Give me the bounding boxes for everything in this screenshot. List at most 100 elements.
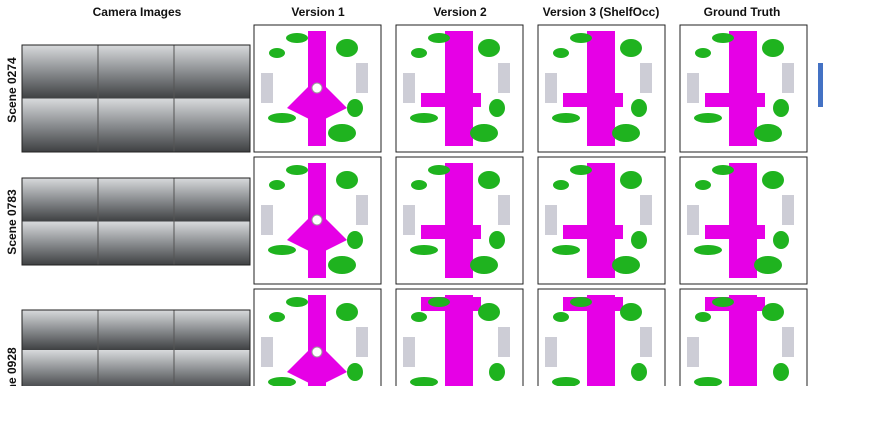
building	[498, 63, 510, 93]
vegetation	[694, 377, 722, 386]
camera-frame	[21, 44, 251, 153]
vegetation	[773, 231, 789, 249]
building	[640, 63, 652, 93]
vegetation	[773, 99, 789, 117]
vegetation	[269, 48, 285, 58]
camera-bottom	[22, 350, 250, 386]
column-header: Ground Truth	[704, 5, 781, 19]
vegetation	[410, 113, 438, 123]
vegetation	[553, 312, 569, 322]
camera-bottom	[22, 98, 250, 152]
building	[640, 195, 652, 225]
vegetation	[712, 33, 734, 43]
camera-image	[21, 44, 251, 153]
vegetation	[552, 113, 580, 123]
vegetation	[286, 297, 308, 307]
vegetation	[336, 39, 358, 57]
column-header: Camera Images	[93, 5, 182, 19]
vegetation	[489, 99, 505, 117]
vegetation	[762, 39, 784, 57]
building	[498, 327, 510, 357]
column-header: Version 1	[291, 5, 345, 19]
scroll-marker	[818, 63, 823, 107]
building	[261, 73, 273, 103]
road	[729, 163, 757, 278]
building	[403, 337, 415, 367]
vegetation	[336, 171, 358, 189]
building	[356, 63, 368, 93]
vegetation	[620, 171, 642, 189]
camera-bottom	[22, 221, 250, 265]
building	[687, 73, 699, 103]
vegetation	[328, 256, 356, 274]
ego-vehicle	[311, 214, 323, 226]
building	[687, 205, 699, 235]
ego-vehicle	[311, 82, 323, 94]
vegetation	[570, 297, 592, 307]
vegetation	[620, 303, 642, 321]
ego-vehicle	[311, 346, 323, 358]
road	[729, 295, 757, 386]
building	[782, 63, 794, 93]
building	[356, 327, 368, 357]
vegetation	[553, 48, 569, 58]
vegetation	[553, 180, 569, 190]
vegetation	[631, 231, 647, 249]
building	[640, 327, 652, 357]
vegetation	[428, 297, 450, 307]
vegetation	[336, 303, 358, 321]
camera-frame	[21, 309, 251, 386]
vegetation	[552, 377, 580, 386]
vegetation	[570, 33, 592, 43]
vegetation	[694, 113, 722, 123]
occupancy-panel	[537, 24, 666, 153]
vegetation	[695, 312, 711, 322]
vegetation	[552, 245, 580, 255]
building	[498, 195, 510, 225]
vegetation	[712, 297, 734, 307]
vegetation	[470, 256, 498, 274]
vegetation	[268, 245, 296, 255]
vegetation	[347, 99, 363, 117]
occupancy-panel	[395, 288, 524, 386]
road	[729, 31, 757, 146]
building	[545, 205, 557, 235]
road	[445, 295, 473, 386]
row-label: Scene 0928	[5, 347, 19, 413]
road-spread	[287, 342, 347, 386]
column-header: Version 3 (ShelfOcc)	[543, 5, 660, 19]
building	[782, 327, 794, 357]
building	[403, 205, 415, 235]
row-label: Scene 0274	[5, 57, 19, 123]
vegetation	[570, 165, 592, 175]
vegetation	[347, 363, 363, 381]
road-cross	[421, 225, 481, 239]
occupancy-panel	[253, 156, 382, 285]
column-header: Version 2	[433, 5, 487, 19]
vegetation	[286, 33, 308, 43]
road	[587, 31, 615, 146]
vegetation	[268, 377, 296, 386]
vegetation	[695, 48, 711, 58]
vegetation	[773, 363, 789, 381]
camera-frame	[21, 177, 251, 266]
building	[261, 205, 273, 235]
building	[545, 73, 557, 103]
occupancy-panel	[537, 288, 666, 386]
camera-image	[21, 177, 251, 266]
road-cross	[421, 93, 481, 107]
building	[687, 337, 699, 367]
building	[356, 195, 368, 225]
vegetation	[268, 113, 296, 123]
vegetation	[762, 303, 784, 321]
vegetation	[478, 303, 500, 321]
road-cross	[563, 225, 623, 239]
occupancy-panel	[537, 156, 666, 285]
vegetation	[269, 180, 285, 190]
building	[782, 195, 794, 225]
road-spread	[287, 78, 347, 123]
vegetation	[754, 388, 782, 406]
vegetation	[612, 124, 640, 142]
vegetation	[347, 231, 363, 249]
occupancy-panel	[679, 288, 808, 406]
